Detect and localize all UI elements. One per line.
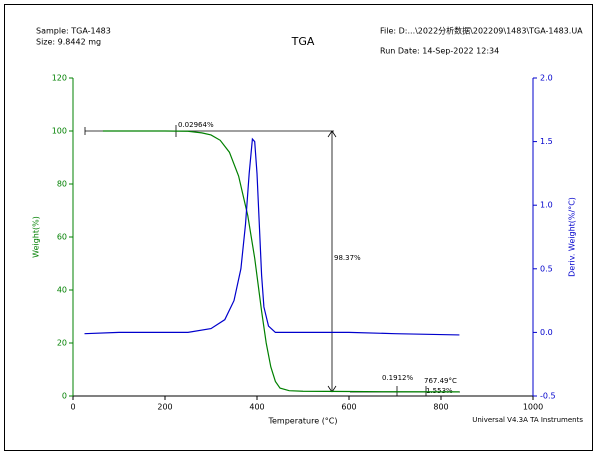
footer: Universal V4.3A TA Instruments bbox=[472, 416, 583, 424]
y2-axis-label: Deriv. Weight(%/°C) bbox=[568, 197, 577, 277]
run-date: Run Date: 14-Sep-2022 12:34 bbox=[380, 47, 499, 56]
y2-tick-label: 2.0 bbox=[540, 74, 553, 83]
x-tick-label: 400 bbox=[249, 403, 264, 412]
x-tick-label: 0 bbox=[70, 403, 75, 412]
file: File: D:...\2022分析数据\202209\1483\TGA-148… bbox=[380, 26, 583, 36]
x-tick-label: 200 bbox=[157, 403, 172, 412]
size: Size: 9.8442 mg bbox=[36, 38, 101, 47]
sample: Sample: TGA-1483 bbox=[36, 27, 111, 36]
annotation: 98.37% bbox=[334, 254, 361, 262]
annotation: 767.49°C bbox=[424, 377, 457, 385]
x-axis-label: Temperature (°C) bbox=[267, 417, 337, 426]
y-tick-label: 0 bbox=[62, 392, 67, 401]
y-axis-label: Weight(%) bbox=[32, 216, 41, 258]
x-tick-label: 800 bbox=[433, 403, 448, 412]
y2-tick-label: 0.0 bbox=[540, 328, 553, 337]
annotation: 1.553% bbox=[426, 387, 453, 395]
y-tick-label: 80 bbox=[57, 180, 67, 189]
y2-tick-label: 0.5 bbox=[540, 264, 553, 273]
y2-tick-label: -0.5 bbox=[540, 392, 556, 401]
y-tick-label: 100 bbox=[52, 127, 67, 136]
x-tick-label: 1000 bbox=[523, 403, 543, 412]
curve bbox=[84, 137, 460, 336]
chart-title: TGA bbox=[291, 35, 315, 48]
annotation: 0.1912% bbox=[382, 374, 413, 382]
y-tick-label: 20 bbox=[57, 339, 67, 348]
annotation-lines bbox=[84, 125, 460, 396]
y-tick-label: 120 bbox=[52, 74, 67, 83]
annotation: 0.02964% bbox=[178, 121, 214, 129]
curve bbox=[102, 130, 460, 393]
x-tick-label: 600 bbox=[341, 403, 356, 412]
y-tick-label: 60 bbox=[57, 233, 67, 242]
frame bbox=[4, 4, 593, 451]
y2-tick-label: 1.5 bbox=[540, 137, 553, 146]
y2-tick-label: 1.0 bbox=[540, 201, 553, 210]
y-tick-label: 40 bbox=[57, 286, 67, 295]
